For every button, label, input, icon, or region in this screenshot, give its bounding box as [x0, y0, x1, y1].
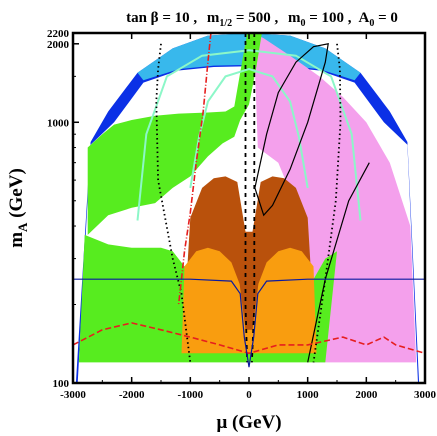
curves-layer	[73, 33, 425, 368]
curve-aqua-contour	[136, 49, 362, 221]
curve-dotted-left	[155, 43, 192, 363]
x-tick-label: -2000	[119, 389, 145, 401]
curve-black-solid-lower	[307, 162, 370, 363]
region-green-region	[87, 33, 262, 235]
x-tick-label: 0	[246, 389, 252, 401]
y-tick-label: 2000	[47, 39, 70, 51]
x-axis-title: μ (GeV)	[216, 412, 281, 433]
y-tick-label: 1000	[47, 117, 70, 129]
x-tick-label: 2000	[355, 389, 378, 401]
curve-black-solid-contour	[254, 43, 329, 217]
curve-dotted-right	[312, 43, 342, 363]
curve-dashed-vertical-left	[244, 33, 249, 363]
region-orange-region	[181, 247, 317, 354]
region-green-low	[78, 234, 338, 363]
y-tick-label: 2200	[47, 28, 70, 40]
curve-blue-line	[73, 278, 425, 368]
curve-dashed-vertical-right	[251, 33, 256, 363]
x-tick-label: -1000	[177, 389, 203, 401]
chart-title: tan β = 10 , m1/2 = 500 , m0 = 100 , A0 …	[126, 10, 398, 29]
ticks-layer: -3000 -2000 -1000 0 1000 2000 3000100100020002…	[47, 28, 437, 401]
x-tick-label: -3000	[60, 389, 86, 401]
curve-dash-dot-red	[177, 33, 212, 305]
x-tick-label: 1000	[297, 389, 320, 401]
y-axis-title: mA (GeV)	[6, 168, 30, 248]
y-tick-label: 100	[53, 378, 70, 390]
curve-red-dashed-low	[73, 322, 425, 355]
x-tick-label: 3000	[414, 389, 437, 401]
